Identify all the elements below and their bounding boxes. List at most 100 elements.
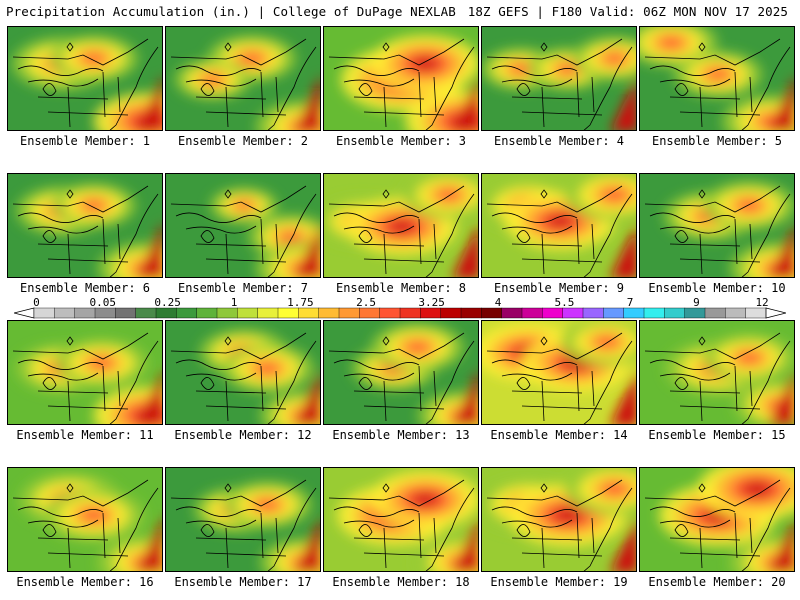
precip-map: [8, 174, 162, 277]
coastal-precip-band: [768, 225, 794, 277]
map-boundaries: [170, 185, 317, 277]
colorbar-swatch: [338, 307, 360, 319]
coastline: [425, 193, 475, 277]
precip-field: [210, 187, 320, 277]
state-lines: [669, 512, 761, 569]
precip-map: [482, 27, 636, 130]
colorbar-swatch: [582, 307, 604, 319]
ensemble-map-panel: [165, 26, 321, 131]
coastline: [741, 193, 791, 277]
great-lakes-outline: [175, 212, 262, 234]
great-lakes-outline: [17, 359, 104, 381]
location-marker-icon: [698, 42, 706, 52]
lake-shore: [516, 524, 531, 537]
ensemble-member-label: Ensemble Member: 18: [332, 575, 470, 589]
precip-map: [324, 468, 478, 571]
lake-shore: [200, 524, 215, 537]
precip-field: [175, 35, 320, 130]
great-lakes-outline: [175, 65, 262, 87]
lake-shore: [674, 83, 689, 96]
lake-shore: [200, 377, 215, 390]
great-lakes-outline: [333, 359, 420, 381]
precip-map: [8, 27, 162, 130]
precip-map: [482, 174, 636, 277]
ensemble-map-panel: [7, 467, 163, 572]
map-boundaries: [12, 185, 159, 277]
canada-border: [12, 38, 149, 66]
coastline: [109, 46, 159, 130]
colorbar-swatch: [196, 307, 218, 319]
coastline: [583, 340, 633, 424]
coastline: [425, 340, 475, 424]
precip-contour: [235, 201, 253, 210]
location-marker-icon: [224, 42, 232, 52]
ensemble-member-label: Ensemble Member: 20: [648, 575, 786, 589]
precip-map: [8, 468, 162, 571]
precip-map: [166, 174, 320, 277]
colorbar-max-arrow: [765, 307, 786, 319]
state-lines: [37, 218, 129, 275]
ensemble-map-panel: [323, 320, 479, 425]
lake-shore: [42, 377, 57, 390]
ensemble-member-label: Ensemble Member: 11: [16, 428, 154, 442]
state-lines: [511, 71, 603, 128]
map-boundaries: [486, 185, 633, 277]
map-boundaries: [486, 38, 633, 130]
colorbar-swatch: [460, 307, 482, 319]
precip-contour: [557, 63, 578, 75]
colorbar-swatch: [298, 307, 320, 319]
location-marker-icon: [698, 189, 706, 199]
colorbar-swatch: [684, 307, 706, 319]
colorbar-min-arrow: [14, 307, 35, 319]
ensemble-map-panel: [7, 173, 163, 278]
colorbar-swatch: [745, 307, 767, 319]
colorbar-swatch: [542, 307, 564, 319]
state-lines: [353, 365, 445, 422]
great-lakes-outline: [649, 65, 736, 87]
location-marker-icon: [66, 42, 74, 52]
precip-contour: [602, 482, 628, 496]
colorbar-swatch: [562, 307, 584, 319]
ensemble-map-panel: [639, 320, 795, 425]
great-lakes-outline: [17, 212, 104, 234]
great-lakes-outline: [175, 506, 262, 528]
great-lakes-outline: [649, 506, 736, 528]
colorbar-swatch: [704, 307, 726, 319]
coastal-precip-band: [136, 372, 162, 424]
precip-contour: [546, 214, 574, 229]
precip-contour: [737, 351, 761, 364]
colorbar-swatch: [623, 307, 645, 319]
great-lakes-outline: [491, 359, 578, 381]
precip-contour: [742, 481, 772, 497]
ensemble-map-panel: [481, 320, 637, 425]
precip-field: [16, 338, 162, 424]
coastline: [583, 193, 633, 277]
canada-border: [328, 185, 465, 213]
coastline: [583, 487, 633, 571]
canada-border: [328, 479, 465, 507]
coastline: [267, 193, 317, 277]
state-lines: [195, 71, 287, 128]
colorbar-tick-label: 1.75: [287, 296, 314, 309]
ensemble-member-label: Ensemble Member: 16: [16, 575, 154, 589]
coastline: [109, 193, 159, 277]
great-lakes-outline: [333, 212, 420, 234]
great-lakes-outline: [649, 212, 736, 234]
ensemble-map-panel: [7, 26, 163, 131]
precip-contour: [511, 63, 531, 75]
ensemble-member-label: Ensemble Member: 17: [174, 575, 312, 589]
precip-map: [482, 468, 636, 571]
map-boundaries: [486, 332, 633, 424]
precip-field: [16, 183, 162, 277]
lake-shore: [516, 83, 531, 96]
location-marker-icon: [698, 483, 706, 493]
canada-border: [644, 38, 781, 66]
colorbar-tick-label: 4: [494, 296, 502, 309]
coastline: [109, 487, 159, 571]
colorbar-swatches: [14, 307, 786, 319]
precip-contour: [706, 68, 730, 81]
map-boundaries: [328, 479, 475, 571]
canada-border: [170, 185, 307, 213]
coastline: [741, 487, 791, 571]
colorbar-swatch: [277, 307, 299, 319]
